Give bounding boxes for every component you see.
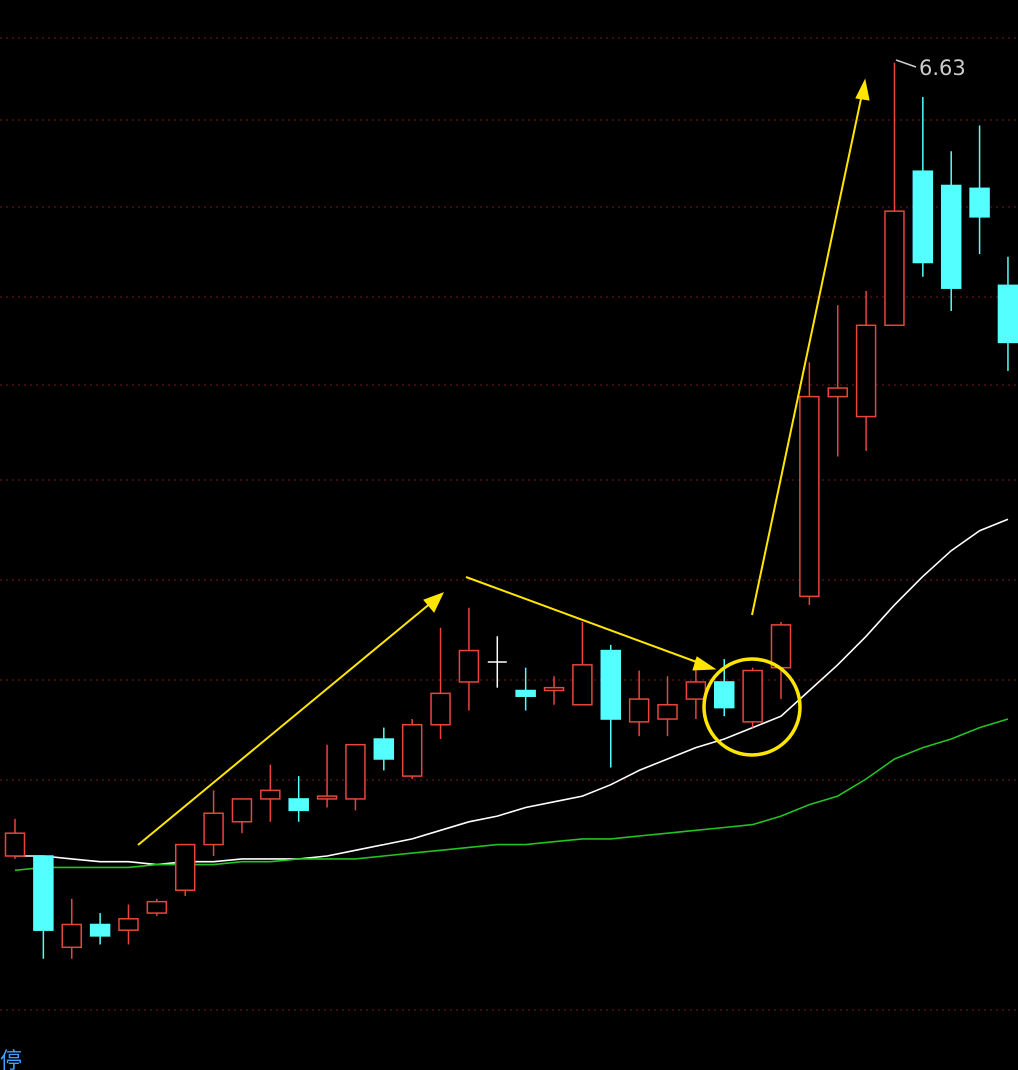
candle-body (231, 798, 253, 823)
plot-area (4, 62, 1018, 959)
arrow-head (423, 592, 444, 613)
candle-body (174, 843, 196, 891)
corner-label: 停 (0, 1049, 22, 1070)
annotation-pointer (895, 59, 917, 68)
arrow-head (855, 78, 870, 101)
trend-arrow (137, 601, 433, 846)
grid (0, 37, 1018, 1011)
candle-body (4, 832, 26, 857)
highlight-circle (702, 657, 802, 757)
candle-body (33, 855, 54, 931)
candle-body (345, 743, 366, 800)
annotations (137, 78, 870, 846)
candle-body (260, 789, 281, 800)
candle-body (288, 798, 309, 812)
candle-body (855, 324, 877, 418)
arrow-head (692, 656, 717, 671)
candle-body (827, 387, 848, 398)
candle-body (430, 692, 451, 726)
high-annotation: 6.63 (919, 56, 966, 80)
candle-body (373, 738, 395, 760)
candle-body (628, 698, 650, 723)
candle-body (799, 395, 820, 598)
candle-body (969, 187, 990, 218)
candle-body (770, 624, 792, 669)
candle-body (600, 649, 622, 720)
candle-body (572, 664, 593, 706)
candle-body (685, 681, 707, 700)
candle-body (89, 923, 111, 937)
candle-body (316, 795, 338, 800)
candle-body (146, 900, 168, 914)
candle-body (657, 704, 678, 720)
candle-body (940, 184, 962, 289)
trend-arrow (751, 93, 863, 616)
candle-body (884, 210, 905, 327)
candle-body (515, 689, 536, 697)
candle-body (997, 284, 1018, 344)
candle-body (912, 170, 934, 264)
candle-body (543, 686, 565, 692)
candle-body (458, 649, 480, 683)
candle-body (118, 918, 139, 931)
candle-body (61, 923, 82, 949)
trend-arrow (465, 576, 703, 665)
candle-body (742, 669, 763, 723)
candle-body (203, 812, 224, 846)
candle-body (401, 723, 423, 777)
candle-body (714, 681, 735, 709)
